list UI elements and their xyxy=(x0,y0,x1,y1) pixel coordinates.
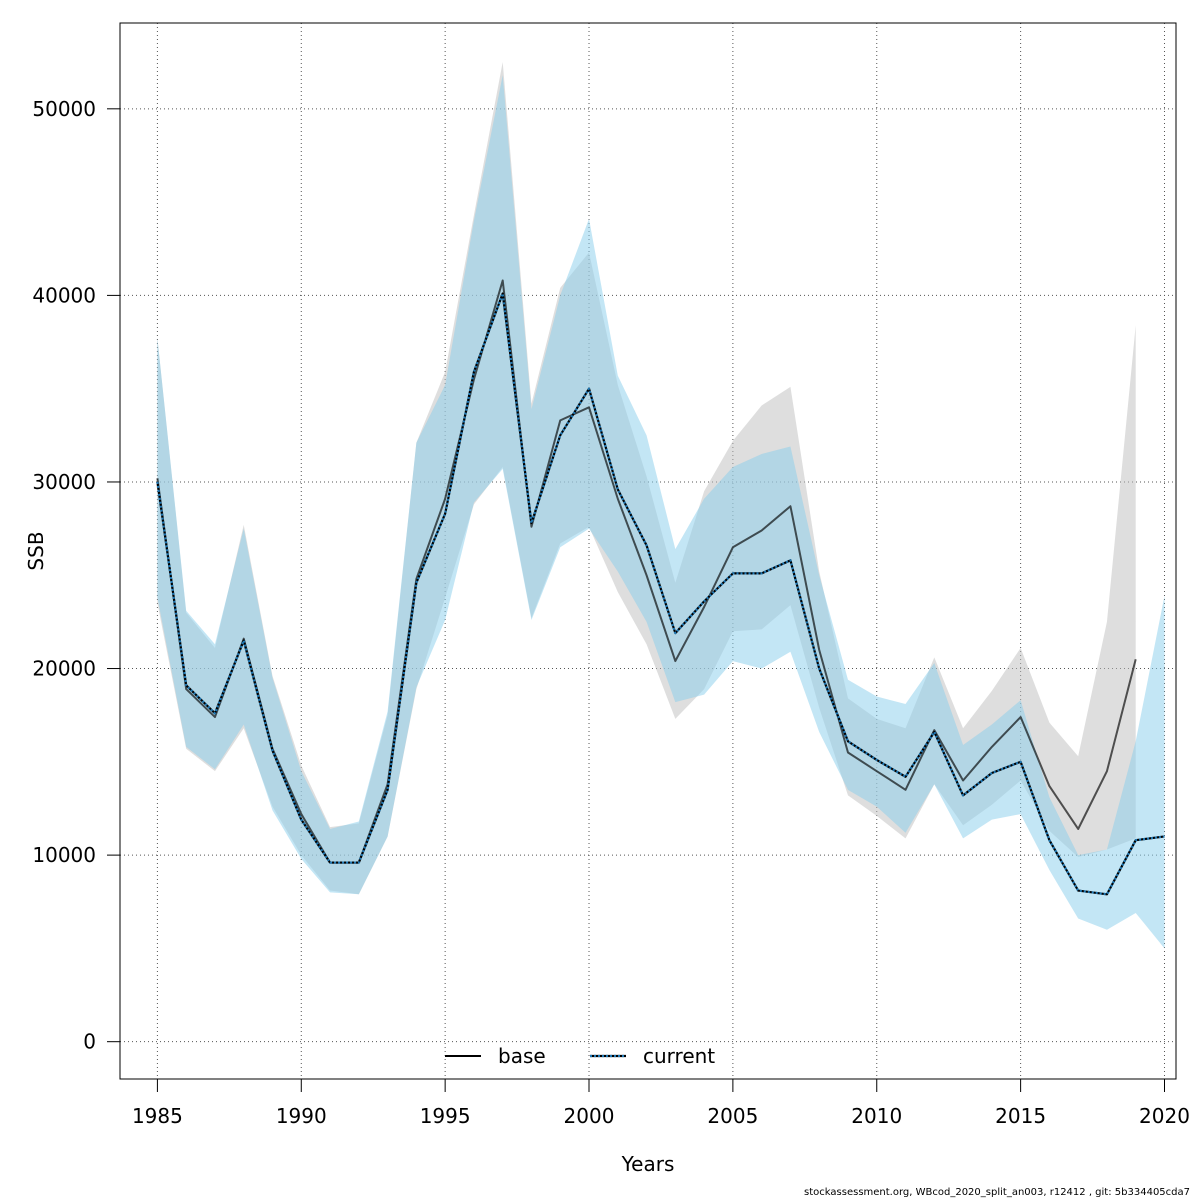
y-axis: 0 10000 20000 30000 40000 50000 xyxy=(32,97,121,1054)
source-footer: stockassessment.org, WBcod_2020_split_an… xyxy=(804,1187,1190,1198)
x-tick-label: 1985 xyxy=(132,1104,183,1128)
legend-label-base: base xyxy=(498,1044,546,1068)
y-tick-label: 30000 xyxy=(32,470,96,494)
line-current-outline xyxy=(156,292,1165,896)
x-tick-label: 2010 xyxy=(851,1104,902,1128)
x-tick-label: 1990 xyxy=(276,1104,327,1128)
legend: base current xyxy=(445,1044,715,1068)
series-lines xyxy=(156,279,1165,896)
band-current xyxy=(157,75,1165,949)
x-tick-label: 2015 xyxy=(995,1104,1046,1128)
y-tick-label: 0 xyxy=(83,1030,96,1054)
x-axis-title: Years xyxy=(621,1152,675,1176)
y-tick-label: 10000 xyxy=(32,843,96,867)
y-tick-label: 40000 xyxy=(32,283,96,307)
y-tick-label: 20000 xyxy=(32,657,96,681)
confidence-bands xyxy=(157,62,1165,949)
x-tick-label: 2000 xyxy=(564,1104,615,1128)
legend-label-current: current xyxy=(643,1044,715,1068)
y-tick-label: 50000 xyxy=(32,97,96,121)
x-tick-label: 2005 xyxy=(707,1104,758,1128)
y-axis-title: SSB xyxy=(24,531,48,570)
x-tick-label: 2020 xyxy=(1139,1104,1190,1128)
x-axis: 1985 1990 1995 2000 2005 2010 2015 2020 xyxy=(132,1078,1190,1128)
x-tick-label: 1995 xyxy=(420,1104,471,1128)
